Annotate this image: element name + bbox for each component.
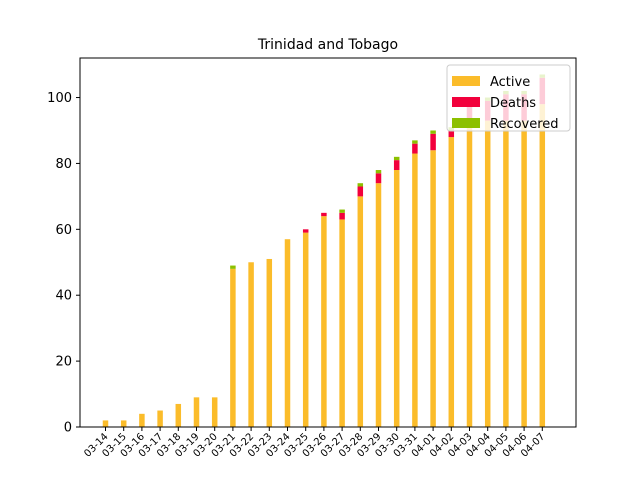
bar-recovered-03-28: [357, 183, 364, 187]
bar-deaths-03-30: [393, 160, 400, 171]
bar-active-03-21: [230, 268, 236, 427]
bar-active-03-15: [120, 420, 127, 427]
legend-label-active: Active: [490, 75, 530, 90]
bar-active-03-29: [375, 183, 382, 427]
legend-label-recovered: Recovered: [490, 117, 559, 132]
y-tick-label-0: 0: [64, 421, 72, 436]
bar-active-04-01: [430, 150, 436, 427]
legend-swatch-recovered: [452, 118, 480, 128]
bar-active-04-05: [503, 120, 509, 427]
bar-active-03-16: [139, 413, 145, 427]
legend-label-deaths: Deaths: [490, 96, 536, 111]
bar-active-04-04: [484, 120, 491, 427]
bar-active-04-07: [539, 104, 546, 428]
bar-recovered-03-31: [412, 140, 418, 144]
y-tick-label-40: 40: [55, 289, 72, 304]
bar-active-03-23: [266, 258, 273, 427]
legend-swatch-active: [452, 76, 480, 86]
bar-recovered-03-29: [375, 170, 382, 174]
y-tick-label-100: 100: [47, 91, 72, 106]
plot-frame: [79, 57, 577, 428]
bar-active-03-30: [393, 170, 400, 427]
bar-active-03-25: [302, 232, 309, 427]
bar-active-03-22: [248, 262, 254, 427]
bar-deaths-03-29: [375, 173, 382, 184]
bar-active-03-14: [102, 420, 109, 427]
bar-deaths-03-31: [412, 143, 418, 154]
y-tick-label-80: 80: [55, 157, 72, 172]
legend: Active Deaths Recovered: [446, 64, 571, 132]
bar-recovered-03-21: [230, 265, 236, 269]
bar-deaths-03-26: [321, 212, 327, 217]
bar-active-03-19: [193, 397, 200, 427]
y-tick-label-20: 20: [55, 355, 72, 370]
bar-active-03-27: [339, 219, 345, 427]
bar-active-03-26: [321, 216, 327, 427]
bar-active-03-18: [175, 403, 182, 427]
bar-recovered-04-01: [430, 130, 436, 134]
bar-active-03-28: [357, 196, 364, 428]
bar-deaths-03-25: [302, 229, 309, 233]
bar-deaths-04-01: [430, 133, 436, 151]
bar-recovered-03-30: [393, 156, 400, 161]
bar-active-04-02: [448, 137, 455, 427]
bar-active-03-31: [412, 153, 418, 428]
bar-active-03-17: [157, 410, 163, 427]
chart-title: Trinidad and Tobago: [257, 37, 398, 53]
bar-deaths-03-28: [357, 186, 364, 197]
bar-active-04-06: [521, 120, 527, 427]
bar-deaths-04-02: [448, 130, 455, 138]
bar-active-03-20: [211, 397, 218, 427]
bar-active-03-24: [284, 239, 291, 427]
legend-swatch-deaths: [452, 97, 480, 107]
bar-deaths-03-27: [339, 212, 345, 220]
bar-recovered-03-27: [339, 209, 345, 213]
y-tick-label-60: 60: [55, 223, 72, 238]
bar-active-04-03: [466, 120, 473, 427]
